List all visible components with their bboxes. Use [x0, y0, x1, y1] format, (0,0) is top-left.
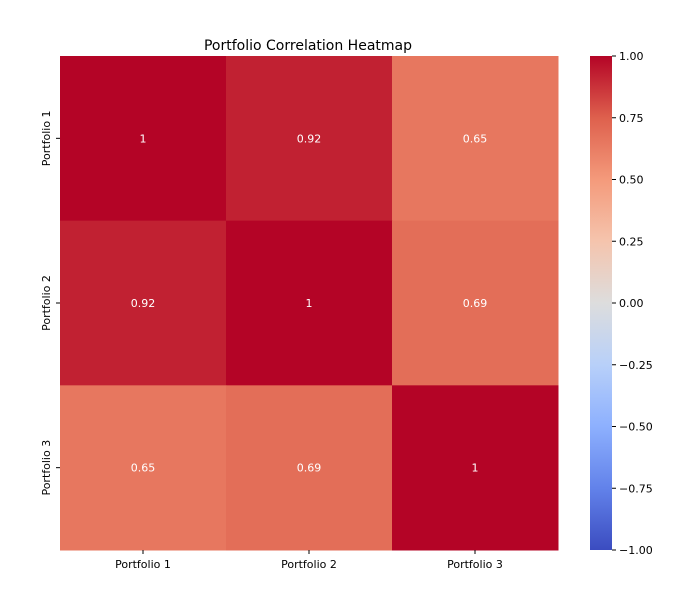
heatmap-cell-1-1 [60, 56, 227, 222]
colorbar-tick-label: 0.50 [619, 174, 644, 187]
heatmap-cell-2-3 [392, 220, 559, 386]
colorbar-tick-label: 1.00 [619, 50, 644, 63]
chart-title: Portfolio Correlation Heatmap [204, 38, 412, 54]
heatmap-cell-2-1 [60, 220, 227, 386]
colorbar-tick-label: 0.25 [619, 235, 644, 248]
cell-label-1-3: 0.65 [463, 132, 488, 145]
heatmap-cells: 1 0.92 0.65 0.92 1 0.69 0.65 0.69 1 [60, 56, 559, 551]
row-axis: Portfolio 1 Portfolio 2 Portfolio 3 [40, 110, 60, 496]
cell-label-2-1: 0.92 [131, 297, 156, 310]
row-tick-label: Portfolio 3 [40, 440, 53, 496]
colorbar-tick-label: −0.75 [619, 482, 653, 495]
heatmap-cell-1-3 [392, 56, 559, 222]
colorbar-tick-label: −0.50 [619, 421, 653, 434]
column-tick-label: Portfolio 2 [281, 558, 337, 571]
colorbar-tick-label: −1.00 [619, 544, 653, 557]
column-axis: Portfolio 1 Portfolio 2 Portfolio 3 [115, 550, 503, 571]
column-tick-label: Portfolio 1 [115, 558, 171, 571]
heatmap-cell-3-2 [226, 385, 393, 551]
heatmap-cell-2-2 [226, 220, 393, 386]
colorbar-tick-label: −0.25 [619, 359, 653, 372]
cell-label-2-3: 0.69 [463, 297, 488, 310]
cell-label-2-2: 1 [306, 297, 313, 310]
cell-label-3-3: 1 [472, 462, 479, 475]
cell-label-1-1: 1 [140, 132, 147, 145]
row-tick-label: Portfolio 2 [40, 275, 53, 331]
cell-label-1-2: 0.92 [297, 132, 322, 145]
cell-label-3-2: 0.69 [297, 462, 322, 475]
row-tick-label: Portfolio 1 [40, 110, 53, 166]
column-tick-label: Portfolio 3 [447, 558, 503, 571]
cell-label-3-1: 0.65 [131, 462, 156, 475]
colorbar-tick-label: 0.00 [619, 297, 644, 310]
heatmap-cell-1-2 [226, 56, 393, 222]
heatmap-cell-3-3 [392, 385, 559, 551]
colorbar-gradient [590, 56, 612, 550]
colorbar-tick-label: 0.75 [619, 112, 644, 125]
heatmap-cell-3-1 [60, 385, 227, 551]
colorbar: 1.00 0.75 0.50 0.25 0.00 −0.25 −0.50 −0.75 −1.00 [590, 50, 653, 557]
